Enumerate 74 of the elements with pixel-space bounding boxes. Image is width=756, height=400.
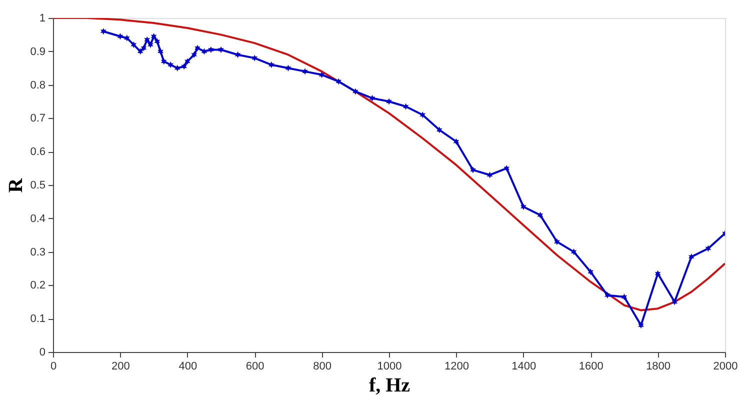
x-tick-label: 1200: [444, 360, 469, 372]
x-tick-label: 1000: [377, 360, 402, 372]
point: [268, 61, 274, 68]
point: [604, 292, 610, 299]
y-tick-label: 0: [39, 346, 46, 358]
y-tick-label: 1: [39, 12, 46, 24]
y-tick-label: 0.4: [30, 212, 46, 225]
point: [688, 253, 694, 260]
point: [124, 34, 130, 42]
point: [520, 203, 526, 210]
point: [130, 41, 137, 48]
x-tick-label: 400: [178, 360, 198, 372]
y-tick-label: 0.9: [30, 46, 46, 58]
point: [352, 88, 358, 95]
point: [201, 48, 208, 55]
point: [158, 48, 164, 55]
x-tick-label: 1400: [512, 360, 536, 372]
x-tick-label: 1600: [578, 360, 604, 372]
y-tick-label: 0.1: [30, 313, 46, 326]
point: [402, 103, 409, 110]
point: [336, 78, 342, 85]
point: [672, 298, 678, 306]
point: [588, 268, 594, 276]
y-tick-label: 0.6: [30, 146, 46, 158]
point: [184, 58, 190, 65]
point: [470, 166, 476, 174]
point: [504, 164, 510, 172]
point: [318, 71, 325, 78]
point: [436, 126, 442, 134]
point: [705, 245, 712, 252]
x-tick-label: 0: [50, 360, 57, 372]
point: [218, 46, 224, 54]
point: [100, 28, 106, 35]
point: [486, 172, 493, 178]
y-tick-label: 0.7: [30, 112, 46, 125]
y-tick-label: 0.5: [30, 180, 46, 192]
point: [181, 63, 187, 70]
y-axis-title: R: [5, 178, 28, 193]
point: [621, 294, 628, 300]
y-tick-label: 0.3: [30, 246, 46, 258]
y-tick-label: 0.2: [30, 280, 46, 292]
point: [285, 64, 292, 72]
x-tick-label: 800: [313, 360, 332, 372]
point: [369, 94, 376, 102]
point: [420, 112, 426, 118]
point: [638, 322, 644, 329]
point: [252, 54, 258, 62]
point: [570, 248, 577, 256]
point: [234, 51, 241, 58]
point: [168, 61, 174, 68]
x-tick-label: 1800: [646, 360, 671, 372]
point: [654, 270, 661, 277]
point: [154, 38, 160, 45]
point: [160, 58, 167, 65]
x-tick-label: 600: [246, 360, 264, 372]
x-tick-label: 2000: [713, 360, 738, 372]
point: [174, 64, 180, 72]
point: [150, 33, 157, 40]
x-tick-label: 200: [112, 360, 130, 372]
point: [554, 238, 560, 246]
point: [453, 138, 460, 145]
point: [386, 98, 392, 105]
point: [194, 44, 200, 52]
point: [144, 36, 150, 44]
y-tick-label: 0.8: [30, 79, 46, 92]
point: [208, 46, 214, 54]
point: [537, 212, 544, 218]
point: [140, 44, 147, 52]
point: [137, 48, 144, 55]
point: [117, 33, 124, 40]
point: [302, 68, 308, 75]
point: [148, 41, 154, 48]
point: [191, 51, 198, 58]
x-axis-title: f, Hz: [368, 374, 410, 396]
